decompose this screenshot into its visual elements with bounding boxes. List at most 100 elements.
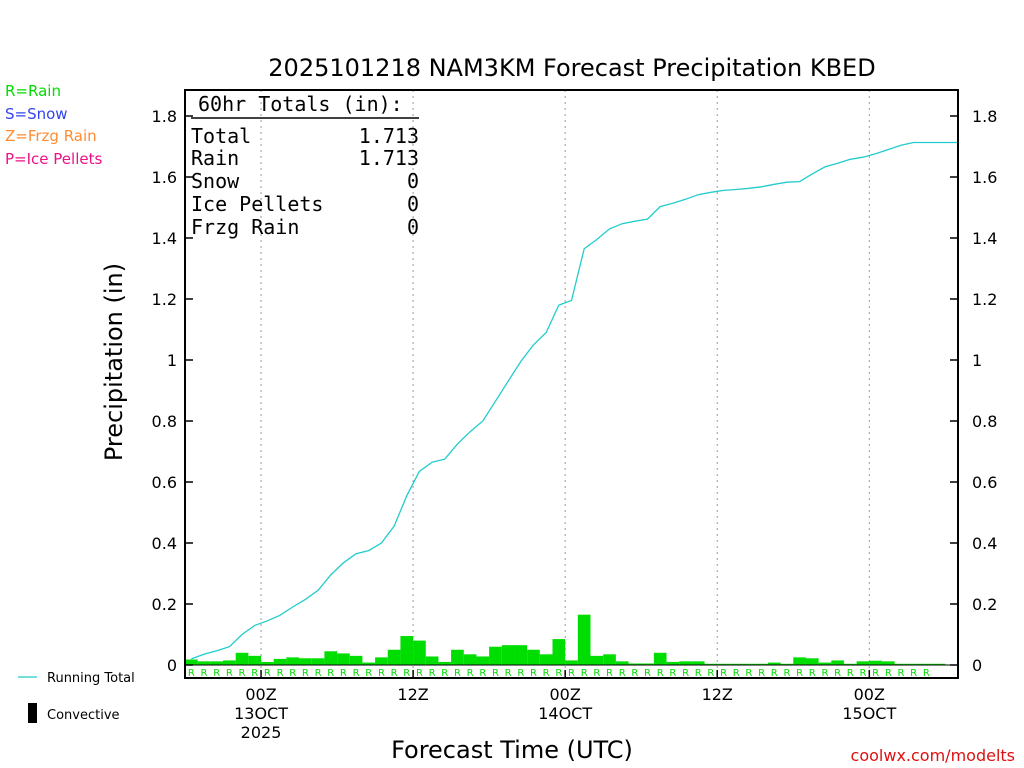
hourly-precip-bar [742, 663, 756, 665]
ptype-symbol: R [593, 668, 600, 679]
legend-rain: R=Rain [5, 82, 61, 100]
hourly-precip-bar [400, 636, 414, 665]
ptype-symbol: R [492, 668, 499, 679]
y-tick-label-right: 1.8 [972, 107, 997, 126]
totals-value-ice-pellets: 0 [407, 192, 419, 216]
hourly-precip-bar [223, 660, 236, 665]
y-tick-label-right: 0.8 [972, 412, 997, 431]
hourly-precip-bar [907, 663, 920, 665]
hourly-precip-bar [527, 649, 540, 665]
convective-legend-swatch [28, 703, 37, 723]
hourly-precip-bar [235, 652, 249, 665]
ptype-symbol: R [239, 668, 246, 679]
totals-value-frzg-rain: 0 [407, 215, 419, 239]
hourly-precip-bar [197, 661, 211, 665]
legend-frzg-rain: Z=Frzg Rain [5, 127, 97, 145]
y-tick-label-left: 1.6 [152, 168, 177, 187]
hourly-precip-bar [324, 651, 338, 665]
hourly-precip-bar [704, 663, 718, 665]
hourly-precip-bar [476, 656, 490, 665]
convective-legend-label: Convective [47, 708, 120, 723]
ptype-symbol: R [847, 668, 854, 679]
y-tick-label-right: 0 [972, 656, 982, 675]
hourly-precip-bar [831, 660, 844, 665]
ptype-symbol: R [302, 668, 309, 679]
ptype-symbol: R [391, 668, 398, 679]
ptype-symbol: R [365, 668, 372, 679]
ptype-legend: R=Rain S=Snow Z=Frzg Rain P=Ice Pellets [5, 82, 102, 168]
hourly-precip-bar [577, 614, 591, 665]
ptype-symbol: R [707, 668, 714, 679]
hourly-precip-bar [248, 655, 262, 665]
y-tick-label-right: 1.6 [972, 168, 997, 187]
ptype-symbol: R [201, 668, 208, 679]
hourly-precip-bar [869, 660, 882, 665]
totals-label-rain: Rain [191, 146, 239, 170]
ptype-symbol: R [783, 668, 790, 679]
x-tick-label: 12Z [397, 685, 428, 704]
ptype-symbol: R [695, 668, 702, 679]
y-tick-label-right: 0.4 [972, 534, 997, 553]
hourly-precip-bar [489, 646, 502, 665]
totals-box: 60hr Totals (in): Total 1.713 Rain 1.713… [191, 92, 419, 239]
y-tick-label-right: 1.2 [972, 290, 997, 309]
hourly-precip-bar [628, 663, 642, 665]
y-axis-label: Precipitation (in) [100, 263, 128, 461]
hourly-precip-bar [729, 663, 743, 665]
legend-ice-pellets: P=Ice Pellets [5, 150, 102, 168]
y-tick-label-right: 0.6 [972, 473, 997, 492]
credit-link[interactable]: coolwx.com/modelts [851, 746, 1015, 765]
hourly-precip-bar [349, 655, 363, 665]
ptype-symbol: R [289, 668, 296, 679]
hourly-precip-bar [805, 658, 819, 665]
ptype-symbol: R [568, 668, 575, 679]
hourly-precip-bar [666, 661, 680, 665]
hourly-precip-bar [425, 656, 439, 665]
x-tick-label: 00Z [854, 685, 885, 704]
totals-value-snow: 0 [407, 169, 419, 193]
ptype-symbol: R [720, 668, 727, 679]
ptype-symbol: R [897, 668, 904, 679]
totals-label-ice-pellets: Ice Pellets [191, 192, 323, 216]
ptype-symbol: R [251, 668, 258, 679]
hourly-precip-bar [565, 660, 578, 665]
hourly-precip-bar [362, 662, 376, 665]
hourly-precip-bar [679, 661, 692, 665]
ptype-symbol: R [821, 668, 828, 679]
hourly-precip-bar [273, 658, 287, 665]
ptype-symbol: R [796, 668, 803, 679]
y-tick-label-right: 0.2 [972, 595, 997, 614]
ptype-symbol: R [758, 668, 765, 679]
y-tick-label-right: 1.4 [972, 229, 997, 248]
ptype-symbol: R [188, 668, 195, 679]
hourly-precip-bar [375, 657, 388, 665]
ptype-symbol: R [530, 668, 537, 679]
y-tick-label-left: 0 [167, 656, 177, 675]
ptype-symbol: R [682, 668, 689, 679]
x-tick-date-label: 14OCT [538, 704, 592, 723]
ptype-symbol: R [454, 668, 461, 679]
ptype-symbol: R [809, 668, 816, 679]
ptype-symbol: R [910, 668, 917, 679]
ptype-symbol: R [872, 668, 879, 679]
ptype-symbol: R [353, 668, 360, 679]
x-axis-label: Forecast Time (UTC) [391, 736, 633, 764]
totals-label-total: Total [191, 124, 251, 148]
y-tick-label-left: 0.2 [152, 595, 177, 614]
ptype-symbol: R [226, 668, 233, 679]
y-tick-label-left: 0.4 [152, 534, 177, 553]
hourly-precip-bar [337, 653, 350, 665]
legend-snow: S=Snow [5, 105, 68, 123]
x-tick-label: 00Z [245, 685, 276, 704]
x-tick-label: 00Z [549, 685, 580, 704]
ptype-symbol: R [606, 668, 613, 679]
hourly-precip-bar [463, 654, 477, 665]
ptype-symbol: R [505, 668, 512, 679]
totals-label-snow: Snow [191, 169, 240, 193]
ptype-symbol: R [315, 668, 322, 679]
y-tick-label-left: 1 [167, 351, 177, 370]
hourly-precip-bar [501, 645, 515, 665]
hourly-precip-bar [843, 663, 857, 665]
